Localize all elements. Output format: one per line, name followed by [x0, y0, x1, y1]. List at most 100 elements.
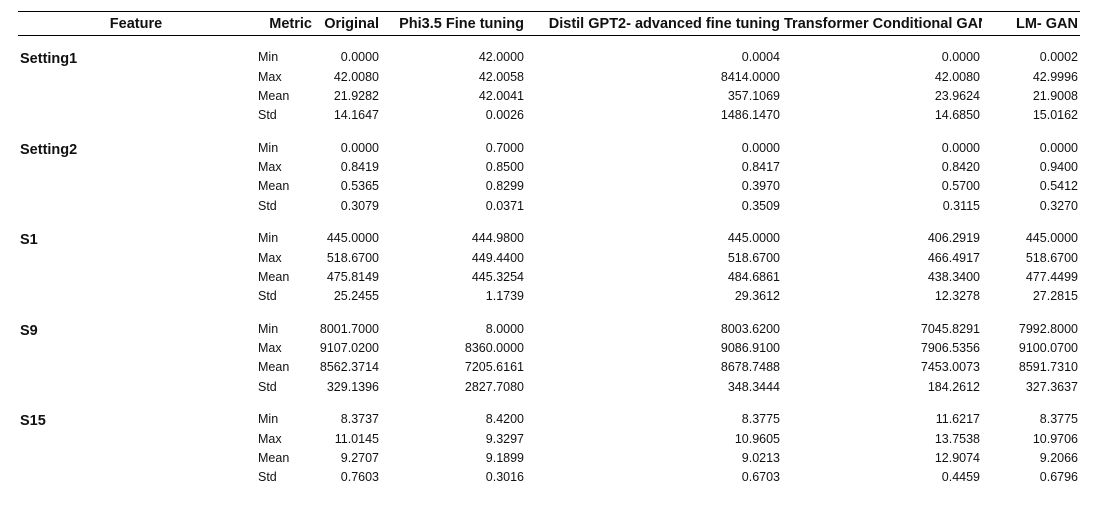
metric-cell: Std [258, 470, 277, 485]
metric-cell: Max [258, 341, 282, 356]
table-row: Max 9107.0200 8360.0000 9086.9100 7906.5… [18, 339, 1080, 358]
distil-cell: 348.3444 [727, 379, 780, 394]
metric-cell: Min [258, 231, 279, 246]
phi-cell: 42.0000 [478, 50, 524, 64]
original-cell: 9.2707 [340, 451, 379, 466]
feature-label: Setting2 [20, 141, 78, 158]
tcgan-cell: 438.3400 [927, 269, 980, 284]
tcgan-cell: 12.3278 [934, 289, 980, 304]
metric-cell: Min [258, 321, 279, 336]
header-distil: Distil GPT2- advanced fine tuning [526, 11, 782, 36]
tcgan-cell: 0.8420 [941, 160, 980, 175]
original-cell: 0.3079 [340, 198, 379, 213]
distil-cell: 0.0000 [741, 140, 780, 155]
table-row: Mean 21.9282 42.0041 357.1069 23.9624 21… [18, 86, 1080, 105]
metric-cell: Max [258, 69, 282, 84]
distil-cell: 8414.0000 [720, 69, 780, 84]
metric-cell: Max [258, 431, 282, 446]
table-row: Mean 0.5365 0.8299 0.3970 0.5700 0.5412 [18, 177, 1080, 196]
tcgan-cell: 0.5700 [941, 179, 980, 194]
results-table: Feature Metric Original Phi3.5 Fine tuni… [18, 11, 1080, 487]
table-row: Setting1 Min 0.0000 42.0000 0.0004 0.000… [18, 47, 1080, 67]
phi-cell: 2827.7080 [464, 379, 524, 394]
metric-cell: Min [258, 50, 279, 64]
tcgan-cell: 0.0000 [941, 50, 980, 64]
tcgan-cell: 42.0080 [934, 69, 980, 84]
metric-cell: Mean [258, 88, 290, 103]
table-row: Mean 9.2707 9.1899 9.0213 12.9074 9.2066 [18, 448, 1080, 467]
tcgan-cell: 0.0000 [941, 140, 980, 155]
metric-cell: Mean [258, 451, 290, 466]
phi-cell: 0.3016 [485, 470, 524, 485]
original-cell: 0.7603 [340, 470, 379, 485]
table-body: Setting1 Min 0.0000 42.0000 0.0004 0.000… [18, 36, 1080, 487]
lmgan-cell: 9100.0700 [1018, 341, 1078, 356]
phi-cell: 9.3297 [485, 431, 524, 446]
distil-cell: 8678.7488 [720, 360, 780, 375]
tcgan-cell: 7045.8291 [920, 321, 980, 336]
tcgan-cell: 184.2612 [927, 379, 980, 394]
lmgan-cell: 518.6700 [1025, 250, 1078, 265]
lmgan-cell: 0.3270 [1039, 198, 1078, 213]
table-row: Setting2 Min 0.0000 0.7000 0.0000 0.0000… [18, 138, 1080, 158]
tcgan-cell: 406.2919 [927, 231, 980, 246]
original-cell: 475.8149 [326, 269, 379, 284]
original-cell: 329.1396 [326, 379, 379, 394]
distil-cell: 9.0213 [741, 451, 780, 466]
table-row: Max 0.8419 0.8500 0.8417 0.8420 0.9400 [18, 158, 1080, 177]
lmgan-cell: 0.9400 [1039, 160, 1078, 175]
lmgan-cell: 8.3775 [1039, 412, 1078, 427]
distil-cell: 8003.6200 [720, 321, 780, 336]
metric-cell: Std [258, 107, 277, 122]
table-row: Mean 475.8149 445.3254 484.6861 438.3400… [18, 267, 1080, 286]
original-cell: 445.0000 [326, 231, 379, 246]
original-cell: 8001.7000 [319, 321, 379, 336]
phi-cell: 444.9800 [471, 231, 524, 246]
phi-cell: 8360.0000 [464, 341, 524, 356]
phi-cell: 449.4400 [471, 250, 524, 265]
distil-cell: 10.9605 [734, 431, 780, 446]
phi-cell: 0.0026 [485, 107, 524, 122]
lmgan-cell: 0.0000 [1039, 140, 1078, 155]
tcgan-cell: 7906.5356 [920, 341, 980, 356]
table-row: Std 14.1647 0.0026 1486.1470 14.6850 15.… [18, 105, 1080, 124]
table-row: Std 329.1396 2827.7080 348.3444 184.2612… [18, 377, 1080, 396]
tcgan-cell: 0.3115 [942, 198, 980, 213]
original-cell: 9107.0200 [319, 341, 379, 356]
tcgan-cell: 0.4459 [941, 470, 980, 485]
distil-cell: 0.6703 [741, 470, 780, 485]
feature-label: S1 [20, 232, 38, 249]
original-cell: 518.6700 [326, 250, 379, 265]
metric-cell: Min [258, 140, 279, 155]
table-row: Max 42.0080 42.0058 8414.0000 42.0080 42… [18, 67, 1080, 86]
table-header-row: Feature Metric Original Phi3.5 Fine tuni… [18, 11, 1080, 36]
tcgan-cell: 14.6850 [934, 107, 980, 122]
phi-cell: 7205.6161 [464, 360, 524, 375]
tcgan-cell: 12.9074 [934, 451, 980, 466]
phi-cell: 8.4200 [485, 412, 524, 427]
feature-label: S15 [20, 413, 46, 430]
feature-label: S9 [20, 322, 38, 339]
distil-cell: 518.6700 [727, 250, 780, 265]
lmgan-cell: 15.0162 [1032, 107, 1078, 122]
distil-cell: 1486.1470 [720, 107, 780, 122]
phi-cell: 0.8500 [485, 160, 524, 175]
tcgan-cell: 23.9624 [934, 88, 980, 103]
header-tcgan: Transformer Conditional GAN [782, 11, 982, 36]
metric-cell: Std [258, 198, 277, 213]
lmgan-cell: 0.5412 [1039, 179, 1078, 194]
metric-cell: Max [258, 160, 282, 175]
phi-cell: 445.3254 [471, 269, 524, 284]
lmgan-cell: 327.3637 [1025, 379, 1078, 394]
table-row: Max 518.6700 449.4400 518.6700 466.4917 … [18, 248, 1080, 267]
header-feature: Feature [18, 11, 254, 36]
original-cell: 0.8419 [340, 160, 379, 175]
table-row: S9 Min 8001.7000 8.0000 8003.6200 7045.8… [18, 319, 1080, 339]
table-row: Mean 8562.3714 7205.6161 8678.7488 7453.… [18, 358, 1080, 377]
table-row: Std 0.7603 0.3016 0.6703 0.4459 0.6796 [18, 468, 1080, 487]
original-cell: 14.1647 [333, 107, 379, 122]
distil-cell: 0.0004 [741, 50, 780, 64]
distil-cell: 0.3970 [741, 179, 780, 194]
metric-cell: Min [258, 412, 279, 427]
phi-cell: 0.0371 [485, 198, 524, 213]
